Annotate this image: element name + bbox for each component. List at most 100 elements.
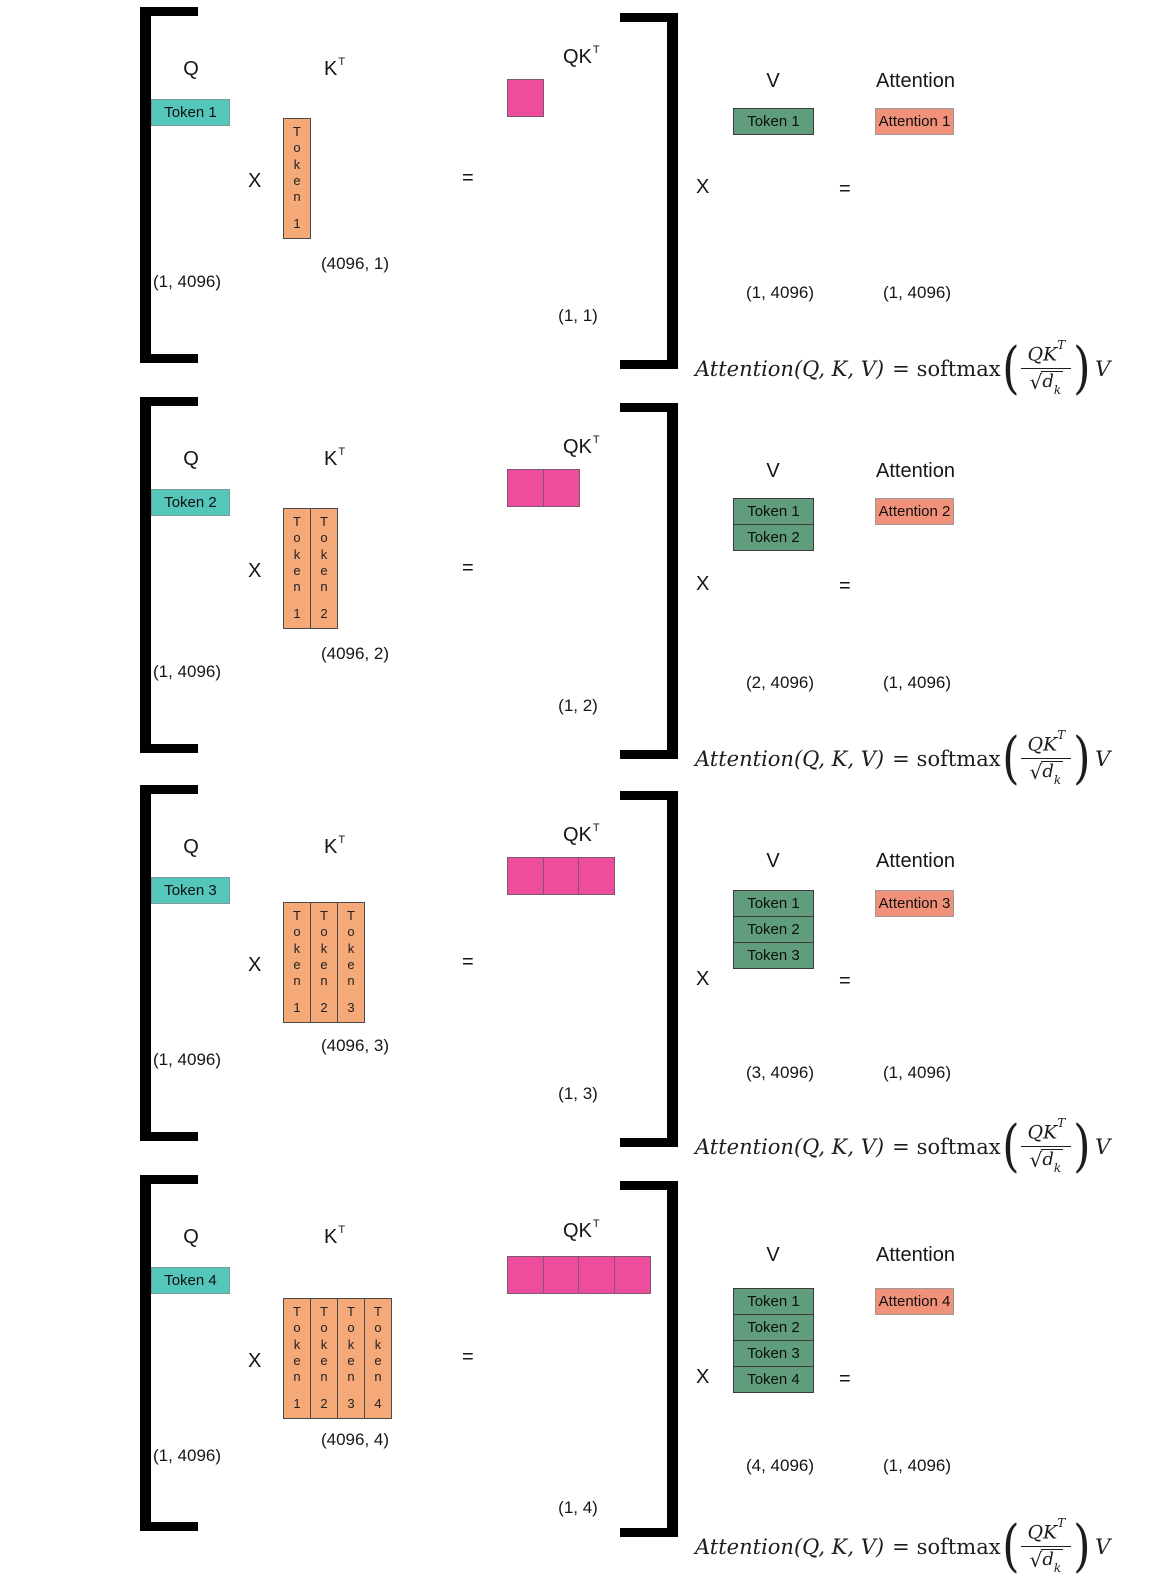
attention-result-box: Attention 2 bbox=[875, 498, 954, 525]
qkt-cell bbox=[578, 1256, 615, 1294]
multiply-sign: X bbox=[248, 954, 262, 976]
qkt-cell bbox=[542, 469, 580, 507]
close-paren: ) bbox=[1073, 336, 1091, 402]
attention-dims: (1, 4096) bbox=[882, 1063, 952, 1082]
qkt-dims: (1, 3) bbox=[558, 1084, 598, 1103]
kt-dims: (4096, 2) bbox=[320, 644, 390, 663]
open-paren: ( bbox=[1001, 1114, 1020, 1180]
attention-label: Attention bbox=[876, 1244, 955, 1266]
matrix-close-bracket bbox=[620, 791, 678, 1147]
qkt-cell bbox=[613, 1256, 651, 1294]
matrix-open-bracket bbox=[140, 1175, 198, 1531]
matrix-close-bracket bbox=[620, 403, 678, 759]
fraction: QKT √ dk bbox=[1021, 1117, 1072, 1175]
qkt-result-cells bbox=[507, 857, 615, 895]
qkt-cell bbox=[507, 1256, 544, 1294]
multiply-sign: X bbox=[696, 1366, 710, 1388]
kt-matrix: Token 1 bbox=[283, 118, 311, 239]
open-paren: ( bbox=[1001, 336, 1020, 402]
v-label: V bbox=[766, 460, 780, 482]
attention-dims: (1, 4096) bbox=[882, 673, 952, 692]
kt-column: Token 2 bbox=[310, 1298, 338, 1419]
kt-matrix: Token 1 Token 2 Token 3 Token 4 bbox=[283, 1298, 392, 1419]
equals-sign: = bbox=[839, 1368, 851, 1390]
kt-dims: (4096, 4) bbox=[320, 1430, 390, 1449]
kt-column: Token 2 bbox=[310, 508, 338, 629]
kt-column: Token 2 bbox=[310, 902, 338, 1023]
q-dims: (1, 4096) bbox=[153, 662, 222, 681]
matrix-open-bracket bbox=[140, 7, 198, 363]
multiply-sign: X bbox=[248, 170, 262, 192]
qkt-cell bbox=[542, 857, 580, 895]
fraction: QKT √ dk bbox=[1021, 729, 1072, 787]
v-token-row: Token 1 bbox=[733, 108, 814, 135]
multiply-sign: X bbox=[248, 560, 262, 582]
v-token-row: Token 3 bbox=[733, 1340, 814, 1367]
qkt-cell bbox=[507, 469, 544, 507]
qkt-cell bbox=[578, 857, 615, 895]
sqrt-sign: √ bbox=[1029, 369, 1043, 394]
multiply-sign: X bbox=[696, 176, 710, 198]
attention-label: Attention bbox=[876, 850, 955, 872]
attention-formula: Attention(Q, K, V) = softmax ( QKT √ dk )… bbox=[695, 336, 1111, 402]
kt-matrix: Token 1 Token 2 bbox=[283, 508, 338, 629]
qkt-cell bbox=[542, 1256, 580, 1294]
q-label: Q bbox=[183, 448, 199, 470]
kt-dims: (4096, 3) bbox=[320, 1036, 390, 1055]
equals-sign: = bbox=[462, 1346, 474, 1368]
equals-sign: = bbox=[462, 951, 474, 973]
qkt-dims: (1, 4) bbox=[558, 1498, 598, 1517]
kt-label: KT bbox=[324, 56, 346, 80]
panel-step-4: Q Token 4 (1, 4096) X KT Token 1 Token 2 T… bbox=[0, 1168, 1157, 1588]
attention-formula: Attention(Q, K, V) = softmax ( QKT √ dk )… bbox=[695, 1114, 1111, 1180]
v-label: V bbox=[766, 1244, 780, 1266]
v-dims: (1, 4096) bbox=[745, 283, 815, 302]
v-token-row: Token 4 bbox=[733, 1366, 814, 1393]
fraction: QKT √ dk bbox=[1021, 339, 1072, 397]
q-dims: (1, 4096) bbox=[153, 1050, 222, 1069]
v-token-row: Token 2 bbox=[733, 1314, 814, 1341]
close-paren: ) bbox=[1073, 726, 1091, 792]
attention-dims: (1, 4096) bbox=[882, 283, 952, 302]
qkt-result-cells bbox=[507, 1256, 651, 1294]
equals-sign: = bbox=[839, 178, 851, 200]
q-dims: (1, 4096) bbox=[153, 272, 222, 291]
qkt-label: QKT bbox=[563, 822, 600, 846]
kt-matrix: Token 1 Token 2 Token 3 bbox=[283, 902, 365, 1023]
attention-label: Attention bbox=[876, 70, 955, 92]
v-label: V bbox=[766, 70, 780, 92]
close-paren: ) bbox=[1073, 1114, 1091, 1180]
v-matrix: Token 1 Token 2 bbox=[733, 498, 814, 551]
v-token-row: Token 1 bbox=[733, 890, 814, 917]
v-dims: (4, 4096) bbox=[745, 1456, 815, 1475]
q-token-box: Token 4 bbox=[151, 1267, 230, 1294]
qkt-label: QKT bbox=[563, 44, 600, 68]
attention-dims: (1, 4096) bbox=[882, 1456, 952, 1475]
v-matrix: Token 1 Token 2 Token 3 Token 4 bbox=[733, 1288, 814, 1393]
attention-label: Attention bbox=[876, 460, 955, 482]
q-token-box: Token 1 bbox=[151, 99, 230, 126]
open-paren: ( bbox=[1001, 1514, 1020, 1580]
kt-dims: (4096, 1) bbox=[320, 254, 390, 273]
q-dims: (1, 4096) bbox=[153, 1446, 222, 1465]
matrix-open-bracket bbox=[140, 785, 198, 1141]
kt-label: KT bbox=[324, 446, 346, 470]
kt-column: Token 1 bbox=[283, 508, 311, 629]
attention-result-box: Attention 4 bbox=[875, 1288, 954, 1315]
v-token-row: Token 3 bbox=[733, 942, 814, 969]
v-token-row: Token 2 bbox=[733, 916, 814, 943]
panel-step-1: Q Token 1 (1, 4096) X KT Token 1 (4096, 1… bbox=[0, 0, 1157, 420]
v-label: V bbox=[766, 850, 780, 872]
q-label: Q bbox=[183, 1226, 199, 1248]
equals-sign: = bbox=[839, 970, 851, 992]
sqrt-sign: √ bbox=[1029, 1147, 1043, 1172]
kt-column: Token 3 bbox=[337, 1298, 365, 1419]
matrix-close-bracket bbox=[620, 1181, 678, 1537]
kt-column: Token 1 bbox=[283, 1298, 311, 1419]
kt-label: KT bbox=[324, 834, 346, 858]
multiply-sign: X bbox=[248, 1350, 262, 1372]
q-label: Q bbox=[183, 58, 199, 80]
v-matrix: Token 1 Token 2 Token 3 bbox=[733, 890, 814, 969]
qkt-cell bbox=[507, 857, 544, 895]
